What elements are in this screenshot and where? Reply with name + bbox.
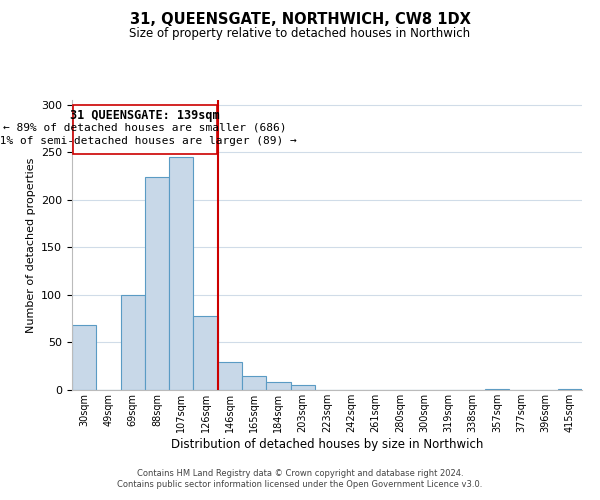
FancyBboxPatch shape [73, 105, 217, 154]
Bar [145, 177, 169, 390]
Bar [121, 295, 145, 390]
Text: Contains HM Land Registry data © Crown copyright and database right 2024.: Contains HM Land Registry data © Crown c… [137, 468, 463, 477]
X-axis label: Distribution of detached houses by size in Northwich: Distribution of detached houses by size … [171, 438, 483, 450]
Bar [290, 385, 315, 390]
Bar [485, 389, 509, 390]
Text: 31, QUEENSGATE, NORTHWICH, CW8 1DX: 31, QUEENSGATE, NORTHWICH, CW8 1DX [130, 12, 470, 28]
Bar [193, 316, 218, 390]
Text: Contains public sector information licensed under the Open Government Licence v3: Contains public sector information licen… [118, 480, 482, 489]
Text: 11% of semi-detached houses are larger (89) →: 11% of semi-detached houses are larger (… [0, 136, 297, 146]
Bar [218, 362, 242, 390]
Bar [242, 376, 266, 390]
Bar [266, 382, 290, 390]
Text: 31 QUEENSGATE: 139sqm: 31 QUEENSGATE: 139sqm [70, 108, 220, 122]
Text: ← 89% of detached houses are smaller (686): ← 89% of detached houses are smaller (68… [3, 123, 287, 133]
Bar [169, 157, 193, 390]
Y-axis label: Number of detached properties: Number of detached properties [26, 158, 35, 332]
Text: Size of property relative to detached houses in Northwich: Size of property relative to detached ho… [130, 28, 470, 40]
Bar [72, 326, 96, 390]
Bar [558, 389, 582, 390]
